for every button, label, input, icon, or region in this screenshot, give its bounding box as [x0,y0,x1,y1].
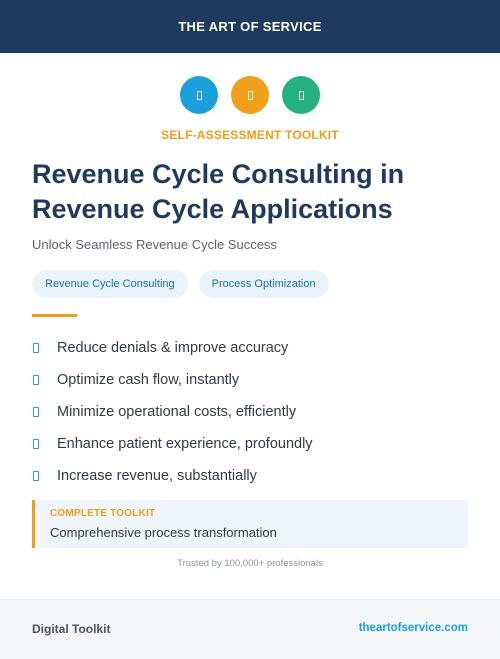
check-icon [33,343,39,353]
icon-row [0,76,500,114]
feature-item: Reduce denials & improve accuracy [32,332,313,364]
document-icon [180,76,218,114]
brand-name: THE ART OF SERVICE [178,19,322,34]
accent-divider [32,314,77,317]
feature-item: Enhance patient experience, profoundly [32,428,313,460]
footer-label: Digital Toolkit [32,622,111,636]
check-icon [33,407,39,417]
subtitle: Unlock Seamless Revenue Cycle Success [32,237,277,252]
feature-list: Reduce denials & improve accuracy Optimi… [32,332,313,492]
feature-text: Minimize operational costs, efficiently [57,404,297,420]
callout-label: COMPLETE TOOLKIT [50,508,156,519]
callout-text: Comprehensive process transformation [50,525,277,540]
document-icon [231,76,269,114]
tag-list: Revenue Cycle Consulting Process Optimiz… [32,270,329,298]
website-link[interactable]: theartofservice.com [358,622,468,634]
check-icon [33,375,39,385]
toolkit-callout: COMPLETE TOOLKIT Comprehensive process t… [32,500,468,548]
feature-text: Optimize cash flow, instantly [57,372,240,388]
tag-revenue-cycle-consulting: Revenue Cycle Consulting [32,270,188,298]
feature-item: Minimize operational costs, efficiently [32,396,313,428]
header-bar: THE ART OF SERVICE [0,0,500,53]
check-icon [33,439,39,449]
feature-item: Optimize cash flow, instantly [32,364,313,396]
feature-text: Enhance patient experience, profoundly [57,436,313,452]
check-icon [33,471,39,481]
trusted-note: Trusted by 100,000+ professionals [177,558,323,569]
feature-text: Reduce denials & improve accuracy [57,340,289,356]
footer-bar: Digital Toolkit theartofservice.com [0,599,500,659]
tag-process-optimization: Process Optimization [198,270,329,298]
eyebrow-label: SELF-ASSESSMENT TOOLKIT [161,128,339,142]
page-title: Revenue Cycle Consulting in Revenue Cycl… [32,159,405,224]
document-icon [282,76,320,114]
feature-item: Increase revenue, substantially [32,460,313,492]
feature-text: Increase revenue, substantially [57,468,257,484]
